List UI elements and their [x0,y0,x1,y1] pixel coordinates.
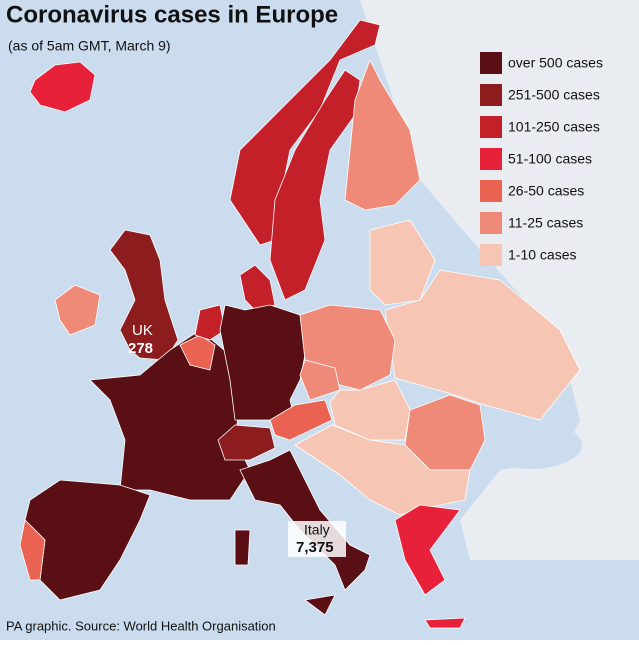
countries [19,19,581,629]
legend-label: 1-10 cases [508,247,576,263]
legend-label: 11-25 cases [508,215,583,231]
iceland [29,61,96,113]
slovakia-hungary [329,379,411,441]
crete [424,617,466,629]
callout-box [288,521,346,557]
legend-label: 101-250 cases [508,119,600,135]
legend-swatch [480,180,502,202]
callout-name: UK [132,322,153,339]
legend-swatch [480,116,502,138]
legend-label: over 500 cases [508,55,603,71]
legend-label: 251-500 cases [508,87,600,103]
callout-value: 278 [128,340,153,357]
belarus-ukraine [384,269,581,421]
balkans [294,424,471,516]
legend-swatch [480,212,502,234]
czechia [299,359,341,401]
legend-swatch [480,148,502,170]
belgium [179,334,216,371]
legend-swatch [480,244,502,266]
legend-label: 26-50 cases [508,183,584,199]
switzerland [217,424,276,461]
non-data-land [360,0,639,560]
black-sea [478,421,582,469]
callout-name: Italy [304,522,330,538]
source: PA graphic. Source: World Health Organis… [6,618,276,633]
legend-label: 51-100 cases [508,151,592,167]
title: Coronavirus cases in Europe [6,1,338,28]
sicily [304,594,336,616]
callout-value: 7,375 [296,539,334,556]
portugal [19,519,46,581]
austria [269,399,333,441]
greece [394,504,461,596]
subtitle: (as of 5am GMT, March 9) [8,38,171,54]
legend-swatch [480,52,502,74]
ireland [54,284,101,336]
sardinia [234,529,251,566]
sweden [269,69,361,301]
legend: over 500 cases 251-500 cases 101-250 cases… [480,52,603,266]
legend-swatch [480,84,502,106]
finland [344,59,421,211]
germany [219,304,306,421]
